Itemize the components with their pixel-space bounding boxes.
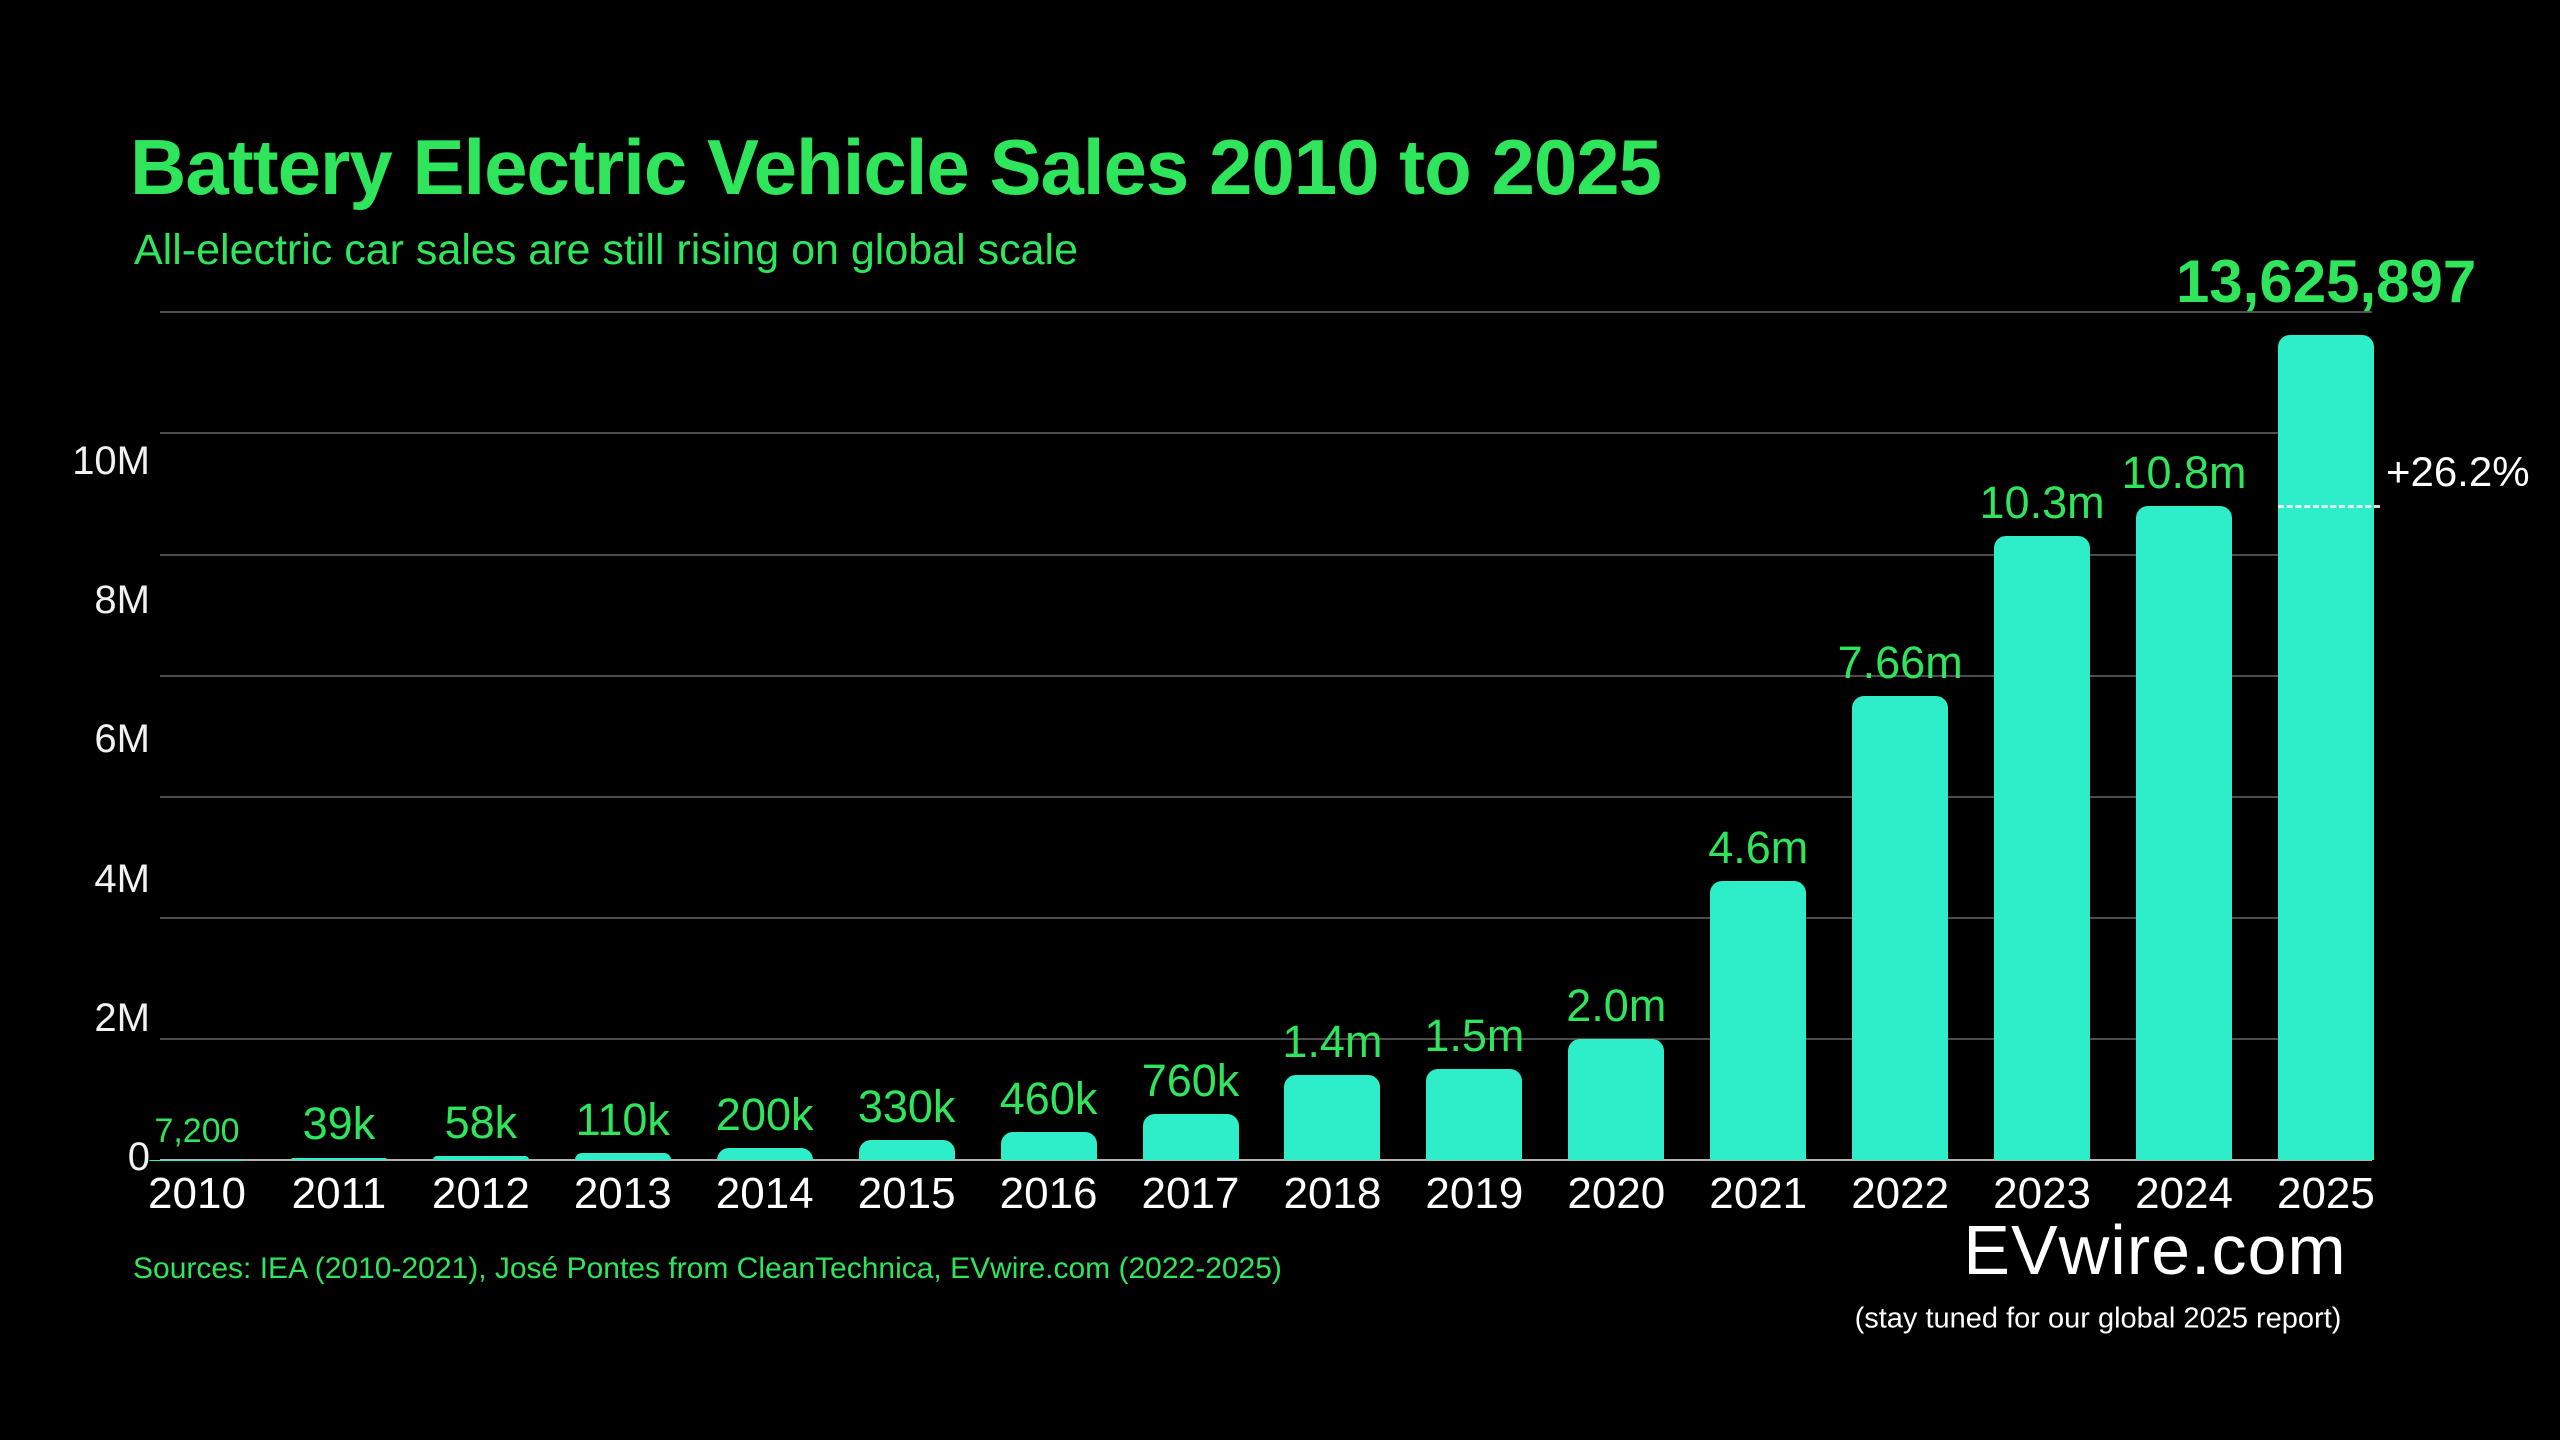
x-tick-label: 2016 (999, 1169, 1098, 1218)
chart-bar (432, 1156, 529, 1160)
chart-bar (1994, 536, 2091, 1160)
x-tick-label: 2011 (291, 1169, 387, 1218)
bar-value-label: 2.0m (1566, 979, 1667, 1031)
chart-bar (1284, 1075, 1381, 1160)
x-tick-label: 2022 (1851, 1169, 1950, 1218)
x-tick-label: 2010 (148, 1169, 246, 1218)
x-tick-label: 2019 (1425, 1169, 1524, 1218)
gridline (160, 795, 2372, 798)
x-tick-label: 2014 (715, 1169, 814, 1218)
sources-note: Sources: IEA (2010-2021), José Pontes fr… (133, 1252, 1282, 1285)
x-tick-label: 2021 (1709, 1169, 1808, 1218)
chart-bar (1426, 1069, 1523, 1160)
bar-value-label: 39k (302, 1098, 376, 1150)
gridline (160, 916, 2372, 919)
y-tick-label: 4M (94, 856, 150, 901)
x-tick-label: 2015 (857, 1169, 956, 1218)
x-tick-label: 2013 (573, 1169, 672, 1218)
y-tick-label: 8M (94, 578, 150, 623)
gridline (160, 432, 2372, 435)
brand-note: (stay tuned for our global 2025 report) (1854, 1302, 2342, 1335)
y-tick-label: 0 (127, 1135, 150, 1179)
chart-bar (858, 1140, 955, 1160)
bar-value-label: 110k (575, 1094, 670, 1146)
chart-title: Battery Electric Vehicle Sales 2010 to 2… (130, 123, 1662, 211)
previous-year-dashed-line (2277, 505, 2380, 509)
x-tick-label: 2020 (1567, 1169, 1666, 1218)
bar-value-label: 13,625,897 (2175, 247, 2477, 315)
chart-bar (716, 1147, 813, 1160)
chart-bar (290, 1157, 387, 1160)
gridline (160, 311, 2372, 314)
chart-bar (149, 1159, 245, 1160)
chart-bar (574, 1153, 671, 1160)
x-tick-label: 2012 (431, 1169, 530, 1218)
x-tick-label: 2023 (1993, 1169, 2092, 1218)
x-tick-label: 2018 (1283, 1169, 1382, 1218)
chart-bar (2277, 334, 2374, 1160)
growth-annotation: +26.2% (2385, 448, 2530, 496)
bar-value-label: 1.4m (1282, 1015, 1383, 1067)
bar-value-label: 330k (857, 1080, 956, 1132)
bar-value-label: 10.3m (1979, 477, 2105, 529)
gridline (160, 1037, 2372, 1040)
gridline (160, 674, 2372, 677)
bar-value-label: 7,200 (154, 1111, 240, 1150)
y-tick-label: 2M (94, 995, 150, 1040)
x-tick-label: 2024 (2135, 1169, 2233, 1218)
bar-value-label: 4.6m (1708, 822, 1809, 874)
chart-bar (1710, 881, 1807, 1160)
bar-value-label: 1.5m (1424, 1009, 1525, 1061)
bar-value-label: 10.8m (2121, 446, 2247, 498)
gridline (160, 553, 2372, 556)
bar-value-label: 200k (715, 1088, 814, 1140)
x-axis-line (160, 1159, 2372, 1161)
chart-bar (1852, 696, 1949, 1160)
x-tick-label: 2017 (1141, 1169, 1240, 1218)
chart-subtitle: All-electric car sales are still rising … (134, 226, 1078, 274)
brand-wordmark: EVwire.com (1963, 1211, 2347, 1289)
chart-bar (1568, 1038, 1665, 1160)
chart-bar (2136, 506, 2233, 1160)
y-tick-label: 6M (94, 717, 150, 762)
y-tick-label: 10M (72, 439, 150, 483)
bar-value-label: 760k (1141, 1054, 1240, 1106)
x-tick-label: 2025 (2276, 1169, 2375, 1218)
chart-bar (1000, 1132, 1097, 1160)
chart-bar (1142, 1113, 1239, 1160)
bar-value-label: 58k (444, 1097, 518, 1149)
bar-value-label: 7.66m (1837, 636, 1963, 688)
bar-value-label: 460k (999, 1072, 1098, 1124)
